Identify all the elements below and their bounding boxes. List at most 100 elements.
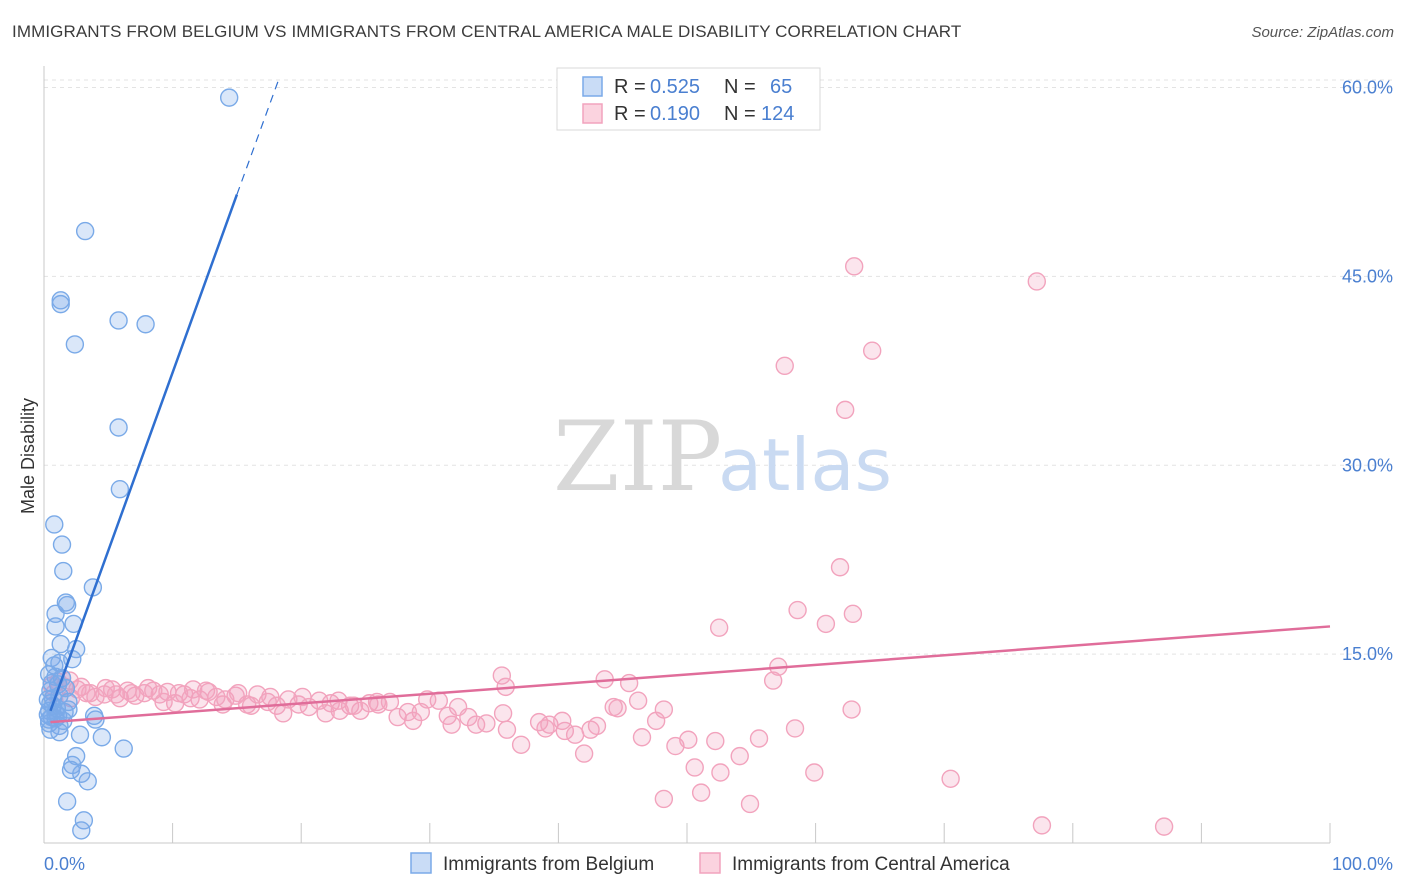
point-central-america-49: [493, 704, 513, 723]
point-central-america-115: [228, 683, 248, 703]
point-central-america-29: [691, 783, 711, 802]
bottom-legend-label-central-america: Immigrants from Central America: [732, 854, 1010, 875]
point-belgium-6: [65, 335, 85, 354]
point-central-america-4: [835, 400, 855, 420]
legend-r-label-belgium: R =: [614, 76, 646, 98]
y-tick-label-0: 15.0%: [1342, 644, 1393, 664]
bottom-legend-swatch-belgium: [410, 852, 432, 874]
legend-box: R = 0.525 N = 65 R = 0.190 N = 124: [556, 67, 821, 131]
chart-title: IMMIGRANTS FROM BELGIUM VS IMMIGRANTS FR…: [12, 22, 962, 41]
source-label: Source: ZipAtlas.com: [1251, 24, 1394, 41]
point-central-america-120: [316, 704, 335, 723]
point-central-america-113: [196, 681, 216, 700]
point-central-america-41: [565, 725, 585, 744]
y-tick-label-1: 30.0%: [1342, 455, 1393, 475]
point-central-america-32: [740, 794, 760, 814]
point-belgium-52: [92, 728, 112, 747]
point-central-america-61: [388, 707, 407, 727]
point-central-america-22: [842, 700, 861, 719]
point-central-america-38: [574, 744, 594, 763]
y-axis-label: Male Disability: [18, 398, 38, 514]
x-tick-labels: 0.0% 100.0%: [44, 854, 1393, 874]
y-tick-label-2: 45.0%: [1342, 266, 1393, 286]
point-belgium-7: [109, 418, 128, 437]
point-central-america-2: [862, 341, 882, 360]
point-central-america-5: [830, 558, 850, 577]
point-belgium-54: [66, 746, 86, 766]
legend-swatch-central-america: [582, 103, 603, 124]
point-central-america-47: [553, 711, 572, 731]
legend-n-value-central-america: 124: [761, 103, 794, 125]
watermark-atlas: atlas: [718, 423, 892, 507]
point-central-america-105: [81, 683, 100, 703]
point-central-america-54: [438, 706, 458, 726]
bottom-legend-label-belgium: Immigrants from Belgium: [443, 854, 654, 875]
point-central-america-9: [709, 618, 729, 637]
point-central-america-1: [1027, 272, 1046, 291]
point-central-america-118: [273, 704, 293, 723]
bottom-legend-swatch-central-america: [699, 852, 721, 874]
point-belgium-50: [50, 723, 69, 742]
point-belgium-16: [46, 617, 65, 636]
trend-line-belgium: [49, 194, 239, 712]
point-central-america-33: [805, 763, 824, 782]
x-tick-label-1: 100.0%: [1332, 854, 1393, 874]
legend-r-label-central-america: R =: [614, 103, 646, 125]
y-tick-labels: 15.0% 30.0% 45.0% 60.0%: [1342, 78, 1393, 665]
point-central-america-112: [181, 689, 200, 708]
point-belgium-51: [70, 725, 90, 744]
point-belgium-11: [54, 561, 73, 581]
point-central-america-11: [763, 671, 783, 690]
trend-line-belgium-extension: [236, 81, 279, 195]
point-central-america-108: [122, 683, 141, 703]
point-central-america-35: [1032, 816, 1052, 835]
legend-swatch-belgium: [582, 76, 603, 97]
point-central-america-104: [72, 677, 91, 697]
legend-n-label-belgium: N =: [724, 76, 756, 98]
point-central-america-16: [628, 691, 648, 710]
point-central-america-25: [679, 730, 698, 749]
point-central-america-111: [169, 683, 189, 703]
point-belgium-4: [109, 311, 128, 330]
point-central-america-23: [749, 729, 769, 748]
point-belgium-3: [51, 294, 70, 314]
point-central-america-28: [685, 758, 704, 777]
point-central-america-106: [96, 678, 115, 698]
point-central-america-122: [344, 696, 364, 715]
point-central-america-77: [226, 686, 245, 705]
data-points: [38, 88, 1174, 840]
point-central-america-27: [654, 789, 674, 809]
point-central-america-44: [536, 719, 555, 738]
point-central-america-107: [106, 685, 126, 704]
point-belgium-53: [114, 739, 133, 758]
point-central-america-21: [785, 719, 805, 738]
point-central-america-109: [138, 678, 158, 698]
point-central-america-36: [1154, 817, 1174, 836]
point-central-america-15: [619, 673, 639, 693]
point-belgium-0: [219, 88, 239, 107]
point-belgium-64: [46, 704, 65, 723]
point-central-america-6: [788, 600, 807, 620]
point-central-america-60: [398, 702, 418, 722]
point-central-america-34: [941, 769, 960, 788]
point-belgium-56: [61, 760, 81, 780]
point-central-america-48: [497, 720, 517, 739]
watermark-zip: ZIP: [553, 401, 722, 513]
point-central-america-3: [775, 356, 794, 376]
point-central-america-26: [706, 731, 725, 751]
point-belgium-61: [72, 821, 91, 840]
point-belgium-10: [52, 535, 72, 554]
point-central-america-31: [730, 746, 749, 766]
point-belgium-58: [78, 772, 97, 791]
point-central-america-30: [711, 763, 730, 782]
legend-n-value-belgium: 65: [770, 76, 792, 98]
point-central-america-110: [154, 692, 173, 712]
point-central-america-37: [511, 735, 531, 754]
point-belgium-8: [110, 479, 130, 499]
bottom-legend: Immigrants from Belgium Immigrants from …: [410, 852, 1010, 875]
x-tick-label-0: 0.0%: [44, 854, 85, 874]
point-belgium-5: [136, 315, 155, 334]
grid-lines: [44, 79, 1394, 655]
point-central-america-51: [466, 715, 486, 734]
